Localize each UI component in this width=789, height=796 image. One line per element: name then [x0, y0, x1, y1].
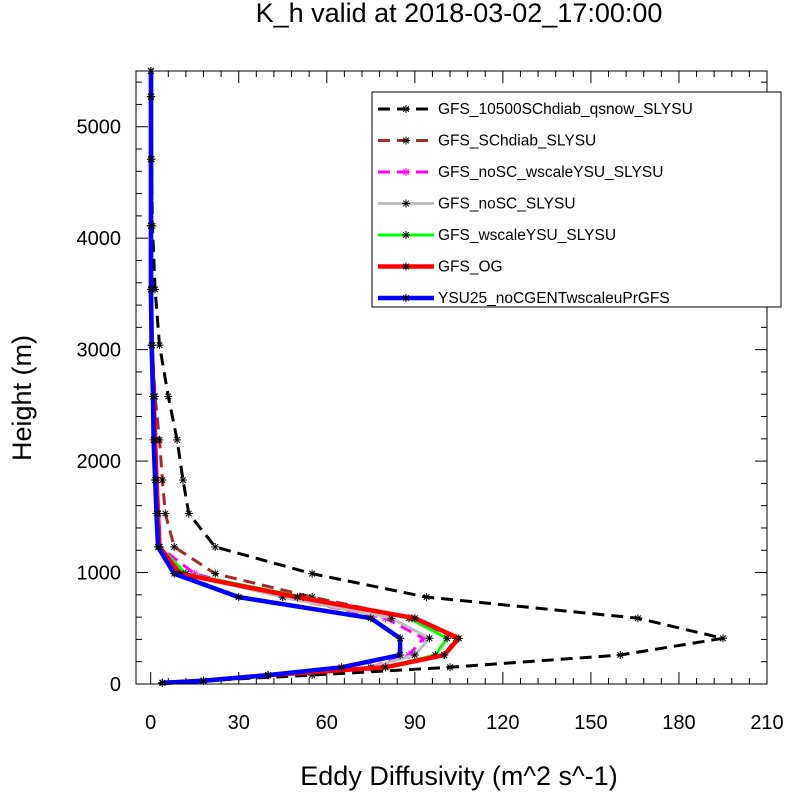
data-point-marker	[402, 294, 410, 302]
data-point-marker	[151, 476, 160, 485]
legend-label: YSU25_noCGENTwscaleuPrGFS	[438, 290, 670, 307]
data-point-marker	[402, 105, 410, 113]
data-point-marker	[396, 651, 405, 660]
legend-entry: GFS_noSC_wscaleYSU_SLYSU	[378, 164, 663, 181]
legend-label: GFS_noSC_wscaleYSU_SLYSU	[438, 164, 663, 181]
data-point-marker	[170, 569, 179, 578]
data-point-marker	[443, 634, 452, 643]
data-point-marker	[149, 392, 158, 401]
x-tick-label: 30	[228, 712, 250, 734]
x-tick-label: 210	[750, 712, 783, 734]
legend-entry: GFS_SChdiab_SLYSU	[378, 133, 596, 150]
data-point-marker	[211, 542, 220, 551]
data-point-marker	[147, 341, 156, 350]
data-point-marker	[410, 651, 419, 660]
data-point-marker	[616, 651, 625, 660]
x-tick-label: 60	[316, 712, 338, 734]
data-point-marker	[396, 634, 405, 643]
legend-box	[371, 91, 782, 308]
data-point-marker	[454, 634, 463, 643]
data-point-marker	[402, 262, 410, 271]
data-point-marker	[170, 542, 179, 551]
y-tick-label: 5000	[77, 117, 122, 139]
data-point-marker	[402, 168, 410, 176]
legend: GFS_10500SChdiab_qsnow_SLYSU GFS_SChdiab_…	[371, 91, 782, 308]
data-point-marker	[146, 155, 155, 164]
data-point-marker	[161, 509, 170, 518]
data-point-marker	[155, 341, 164, 350]
data-point-marker	[633, 614, 642, 623]
legend-label: GFS_OG	[438, 259, 503, 276]
data-point-marker	[264, 671, 273, 680]
x-tick-label: 150	[574, 712, 607, 734]
data-point-marker	[234, 593, 243, 602]
data-point-marker	[366, 614, 375, 623]
data-point-marker	[308, 569, 317, 578]
legend-entry: YSU25_noCGENTwscaleuPrGFS	[378, 290, 670, 307]
legend-label: GFS_SChdiab_SLYSU	[438, 133, 596, 150]
data-point-marker	[425, 634, 434, 643]
data-point-marker	[718, 634, 727, 643]
x-tick-label: 120	[486, 712, 519, 734]
data-point-marker	[402, 136, 410, 145]
y-tick-label: 0	[110, 674, 121, 696]
data-point-marker	[146, 221, 155, 230]
legend-entry: GFS_OG	[378, 259, 503, 276]
data-point-marker	[199, 676, 208, 685]
data-point-marker	[446, 663, 455, 672]
plot-frame	[135, 70, 768, 685]
legend-label: GFS_wscaleYSU_SLYSU	[438, 227, 616, 244]
data-point-marker	[410, 614, 419, 623]
data-point-marker	[402, 231, 410, 239]
data-point-marker	[211, 569, 220, 578]
x-tick-label: 0	[145, 712, 156, 734]
x-axis-label: Eddy Diffusivity (m^2 s^-1)	[300, 761, 617, 791]
data-point-marker	[178, 476, 187, 485]
data-point-marker	[337, 663, 346, 672]
data-point-marker	[440, 651, 449, 660]
legend-entry: GFS_noSC_SLYSU	[378, 196, 576, 213]
plot-series	[146, 67, 727, 687]
series-line	[148, 71, 403, 686]
data-point-marker	[184, 509, 193, 518]
y-tick-label: 2000	[77, 451, 122, 473]
data-point-marker	[381, 663, 390, 672]
x-tick-label: 180	[662, 712, 695, 734]
data-point-marker	[146, 285, 155, 294]
x-tick-label: 90	[404, 712, 426, 734]
legend-entry: GFS_10500SChdiab_qsnow_SLYSU	[378, 101, 693, 118]
y-axis-label: Height (m)	[7, 335, 37, 461]
legend-label: GFS_noSC_SLYSU	[438, 196, 576, 213]
chart-title: K_h valid at 2018-03-02_17:00:00	[256, 0, 663, 28]
data-point-marker	[146, 92, 155, 101]
series-6	[146, 67, 405, 687]
y-tick-label: 4000	[77, 228, 122, 250]
data-point-marker	[422, 593, 431, 602]
data-point-marker	[158, 678, 167, 687]
data-point-marker	[173, 435, 182, 444]
data-point-marker	[149, 435, 158, 444]
data-point-marker	[164, 392, 173, 401]
y-tick-label: 3000	[77, 340, 122, 362]
legend-label: GFS_10500SChdiab_qsnow_SLYSU	[438, 101, 693, 118]
legend-entry: GFS_wscaleYSU_SLYSU	[378, 227, 616, 244]
data-point-marker	[152, 509, 161, 518]
data-point-marker	[293, 593, 302, 602]
data-point-marker	[154, 542, 163, 551]
data-point-marker	[402, 199, 410, 208]
y-tick-label: 1000	[77, 563, 122, 585]
